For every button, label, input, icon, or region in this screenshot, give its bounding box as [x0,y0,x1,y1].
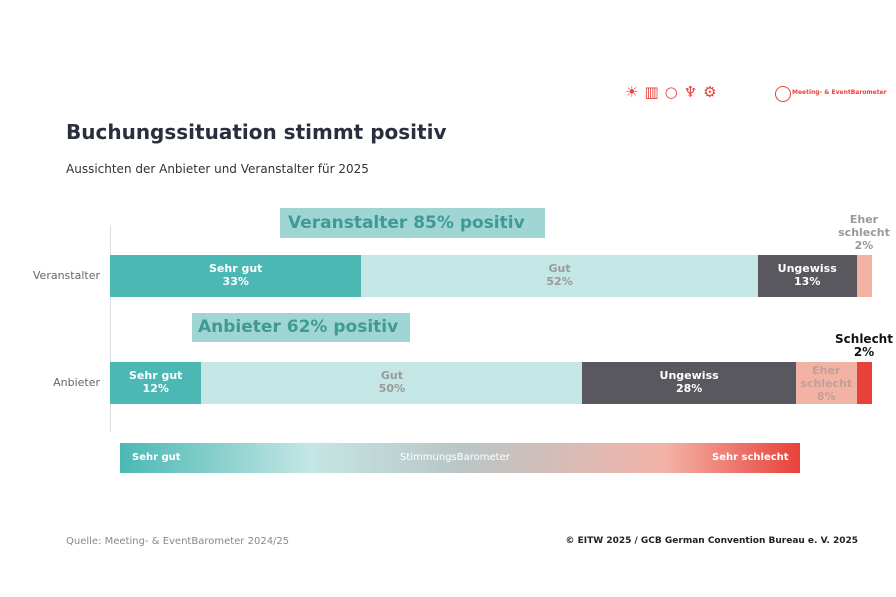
bar-segment [361,255,758,297]
bar-segment [201,362,583,404]
bar-segment [582,362,796,404]
chart-subtitle: Aussichten der Anbieter und Veranstalter… [66,162,369,176]
segment-label: Gut 52% [361,262,757,288]
series-name: Sehr gut [209,262,263,275]
series-name: Eher schlecht [838,213,890,239]
bar-segment [795,362,857,404]
value-label: 13% [794,275,821,288]
bar-segment [856,255,872,297]
chart-title: Buchungssituation stimmt positiv [66,120,447,144]
legend-label: Sehr gut [132,452,181,463]
value-label: 52% [546,275,573,288]
series-name: Gut [380,369,403,382]
bar-segment [757,255,857,297]
series-name: Schlecht [835,332,893,346]
value-label: 8% [816,390,836,403]
category-label: Veranstalter [32,269,100,282]
annotation: Anbieter 62% positiv [192,313,410,342]
value-label: 2% [854,239,874,252]
segment-label: Ungewiss 28% [582,369,795,395]
value-label: 33% [222,275,249,288]
legend-label: Sehr schlecht [712,452,789,463]
segment-label: Schlecht 2% [832,333,896,359]
series-name: Eher schlecht [800,364,853,390]
axis-line [110,225,111,432]
logo-text: Meeting- & EventBarometer [792,89,887,96]
logo-icon [775,86,791,102]
value-label: 50% [378,382,406,395]
icons: ☀▥○♆⚙ [625,83,723,101]
segment-label: Sehr gut 12% [110,369,201,395]
segment-label: Sehr gut 33% [110,262,361,288]
source: Quelle: Meeting- & EventBarometer 2024/2… [66,536,290,547]
segment-label: Eher schlecht 8% [796,364,857,403]
segment-label: Eher schlecht 2% [832,213,896,252]
series-name: Sehr gut [129,369,183,382]
value-label: 2% [853,345,875,359]
bar-segment [110,362,202,404]
bar-segment [110,255,362,297]
copyright: © EITW 2025 / GCB German Convention Bure… [565,536,858,546]
bar-segment [856,362,872,404]
series-name: Gut [548,262,571,275]
annotation: Veranstalter 85% positiv [280,208,545,238]
value-label: 28% [675,382,703,395]
segment-label: Gut 50% [201,369,582,395]
series-name: Ungewiss [777,262,837,275]
gradient-legend [120,443,800,473]
legend-label: StimmungsBarometer [400,452,510,463]
category-label: Anbieter [53,376,100,389]
segment-label: Ungewiss 13% [758,262,857,288]
value-label: 12% [142,382,169,395]
series-name: Ungewiss [659,369,719,382]
